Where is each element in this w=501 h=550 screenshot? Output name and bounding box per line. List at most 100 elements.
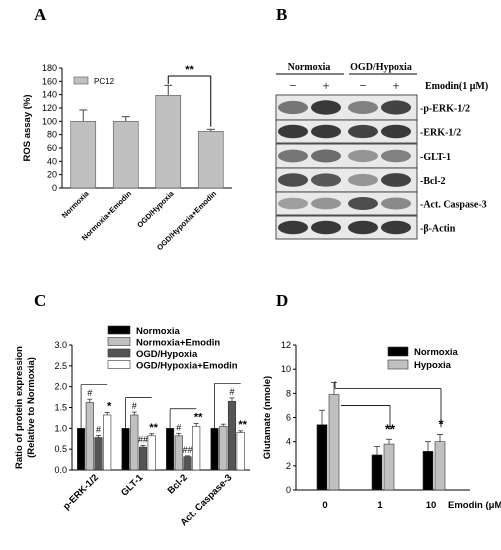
y-tick-label: 180 bbox=[42, 63, 57, 73]
bar bbox=[227, 400, 237, 471]
band-label: -Act. Caspase-3 bbox=[420, 200, 487, 211]
blot-band bbox=[278, 100, 308, 115]
bar bbox=[155, 95, 182, 189]
x-tick-label: OGD/Hypoxia bbox=[135, 188, 176, 229]
bar bbox=[94, 437, 103, 471]
blot-band bbox=[311, 173, 341, 187]
blot-band bbox=[348, 149, 378, 163]
bar bbox=[422, 451, 434, 491]
band-label: -ERK-1/2 bbox=[420, 128, 461, 139]
sig-label: ## bbox=[182, 445, 192, 455]
sig-label: ** bbox=[385, 421, 396, 436]
y-tick-label: 140 bbox=[42, 90, 57, 100]
bar bbox=[434, 441, 446, 491]
legend-label: Normoxia bbox=[136, 326, 181, 337]
y-tick-label: 0 bbox=[286, 485, 291, 495]
y-tick-label: 2.5 bbox=[54, 361, 67, 371]
x-tick-label: 1 bbox=[377, 500, 383, 511]
bar bbox=[112, 121, 139, 189]
blot-band bbox=[348, 101, 378, 114]
panel-letter-b: B bbox=[276, 5, 287, 24]
bar bbox=[103, 414, 112, 471]
blot-band bbox=[381, 149, 411, 163]
bar bbox=[371, 454, 383, 491]
blot-strip bbox=[275, 119, 418, 144]
legend-label: PC12 bbox=[94, 77, 115, 86]
panel-b-western-blot: Normoxia OGD/Hypoxia − + − + Emodin(1 μM) -p-ER… bbox=[275, 62, 488, 240]
blot-band bbox=[278, 220, 308, 235]
blot-band bbox=[381, 220, 411, 235]
legend-swatch bbox=[107, 337, 131, 346]
blot-band bbox=[278, 149, 308, 163]
blot-band bbox=[311, 149, 341, 163]
blot-band bbox=[348, 124, 378, 139]
legend-swatch bbox=[387, 346, 409, 357]
blot-band bbox=[311, 197, 341, 210]
bar bbox=[192, 425, 201, 471]
sig-label: ** bbox=[149, 422, 158, 434]
legend-label: Hypoxia bbox=[414, 360, 452, 371]
x-axis-title: Emodin (μM) bbox=[448, 500, 501, 511]
y-tick-label: 40 bbox=[47, 156, 57, 166]
blot-band bbox=[311, 124, 341, 139]
group-label-ogd: OGD/Hypoxia bbox=[350, 62, 412, 73]
legend-swatch bbox=[107, 325, 131, 335]
blot-band bbox=[381, 100, 411, 115]
bar bbox=[197, 131, 224, 189]
x-tick-label: Bcl-2 bbox=[166, 472, 190, 496]
x-tick-label: 10 bbox=[426, 500, 437, 511]
bar bbox=[219, 425, 228, 471]
blot-band bbox=[278, 197, 308, 210]
blot-band bbox=[278, 124, 308, 139]
y-tick-label: 80 bbox=[47, 130, 57, 140]
sig-label: ** bbox=[185, 64, 194, 76]
bar bbox=[77, 428, 86, 471]
bar bbox=[70, 121, 97, 189]
legend-label: Normoxia bbox=[414, 347, 459, 358]
legend-swatch bbox=[107, 348, 131, 358]
sig-label: * bbox=[438, 416, 444, 431]
blot-band bbox=[311, 100, 341, 115]
y-tick-label: 6 bbox=[286, 413, 291, 423]
panel-letter-a: A bbox=[34, 5, 47, 24]
y-tick-label: 10 bbox=[281, 364, 291, 374]
blot-band bbox=[381, 197, 411, 210]
y-tick-label: 100 bbox=[42, 116, 57, 126]
bar bbox=[166, 428, 175, 471]
x-tick-label: GLT-1 bbox=[119, 472, 146, 499]
y-tick-label: 8 bbox=[286, 388, 291, 398]
chart-a-ros-assay: 0 20 40 60 80 100 120 140 160 180 ROS assay (%) Nor… bbox=[22, 63, 232, 252]
blot-band bbox=[348, 196, 378, 211]
band-label: -p-ERK-1/2 bbox=[420, 104, 470, 115]
legend-label: Normoxia+Emodin bbox=[136, 338, 220, 349]
blot-strip bbox=[275, 215, 418, 240]
y-tick-label: 2 bbox=[286, 461, 291, 471]
legend-swatch bbox=[387, 359, 409, 370]
treatment-label: Emodin(1 μM) bbox=[425, 81, 488, 92]
y-axis-title: Glutamate (nmole) bbox=[262, 376, 273, 459]
sig-label: * bbox=[107, 401, 112, 413]
sig-label: ** bbox=[194, 411, 203, 423]
x-tick-label: 0 bbox=[322, 500, 327, 511]
y-tick-label: 0.0 bbox=[54, 465, 67, 475]
legend-label: OGD/Hypoxia+Emodin bbox=[136, 361, 238, 372]
y-tick-label: 160 bbox=[42, 76, 57, 86]
y-tick-label: 20 bbox=[47, 170, 57, 180]
blot-strip bbox=[275, 191, 418, 216]
y-tick-label: 2.0 bbox=[54, 382, 67, 392]
y-axis-title-line2: (Relative to Normoxia) bbox=[26, 357, 37, 458]
group-label-normoxia: Normoxia bbox=[288, 62, 331, 73]
y-tick-label: 12 bbox=[281, 340, 291, 350]
y-axis-title: ROS assay (%) bbox=[22, 94, 33, 161]
panel-letter-c: C bbox=[34, 291, 46, 310]
x-tick-label: Normoxia bbox=[60, 188, 91, 219]
chart-c-protein-expression: 0.0 0.5 1.0 1.5 2.0 2.5 3.0 Ratio of protein ex… bbox=[14, 325, 250, 528]
legend-swatch bbox=[107, 360, 131, 369]
bar bbox=[210, 428, 219, 471]
sig-label: # bbox=[176, 422, 181, 432]
lane-sign: + bbox=[392, 78, 399, 93]
y-axis-title-line1: Ratio of protein expression bbox=[14, 346, 25, 469]
y-tick-label: 1.0 bbox=[54, 423, 67, 433]
blot-band bbox=[278, 173, 308, 187]
